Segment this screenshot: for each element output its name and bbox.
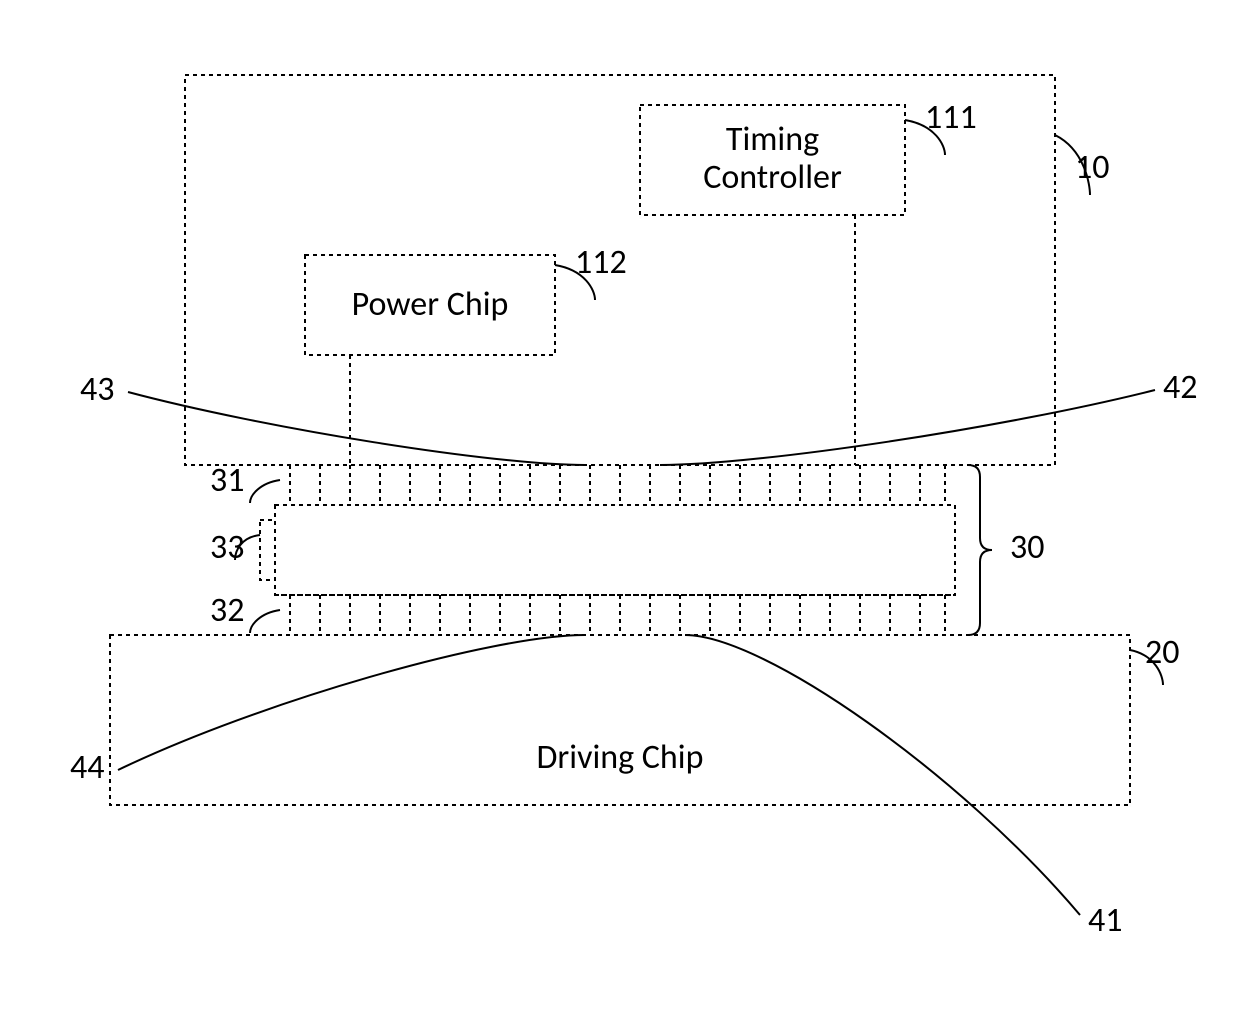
timing-controller-ref-label: 111 xyxy=(925,97,977,138)
power-chip-label: Power Chip xyxy=(352,284,509,325)
driving-chip-ref-label: 20 xyxy=(1145,632,1179,673)
outer-board-ref-label: 10 xyxy=(1075,147,1109,188)
timing-controller-label-1: Timing xyxy=(726,119,819,160)
power-chip-ref-label: 112 xyxy=(575,242,627,283)
connector-30-brace xyxy=(968,465,992,635)
connector-bottom-pins-32 xyxy=(275,595,955,635)
driving-chip-label: Driving Chip xyxy=(537,737,704,778)
ref-30-label: 30 xyxy=(1010,527,1044,568)
curve-41 xyxy=(685,635,1080,915)
connector-30 xyxy=(260,465,955,635)
ref-41-label: 41 xyxy=(1088,900,1122,941)
curve-42 xyxy=(660,390,1155,465)
connector-body-33 xyxy=(275,505,955,595)
ref-32-label: 32 xyxy=(210,590,244,631)
curve-44 xyxy=(118,635,585,770)
connector-body-tab xyxy=(260,520,275,580)
ref-43-label: 43 xyxy=(80,369,114,410)
ref-31-label: 31 xyxy=(210,460,244,501)
ref-44-label: 44 xyxy=(70,747,104,788)
ref-32-leader xyxy=(250,610,280,633)
curve-43 xyxy=(128,392,585,465)
ref-31-leader xyxy=(250,480,280,503)
driving-chip-box xyxy=(110,635,1130,805)
timing-controller-label-2: Controller xyxy=(703,157,842,198)
ref-33-label: 33 xyxy=(210,527,244,568)
ref-42-label: 42 xyxy=(1163,367,1197,408)
connector-top-pins-31 xyxy=(275,465,955,505)
